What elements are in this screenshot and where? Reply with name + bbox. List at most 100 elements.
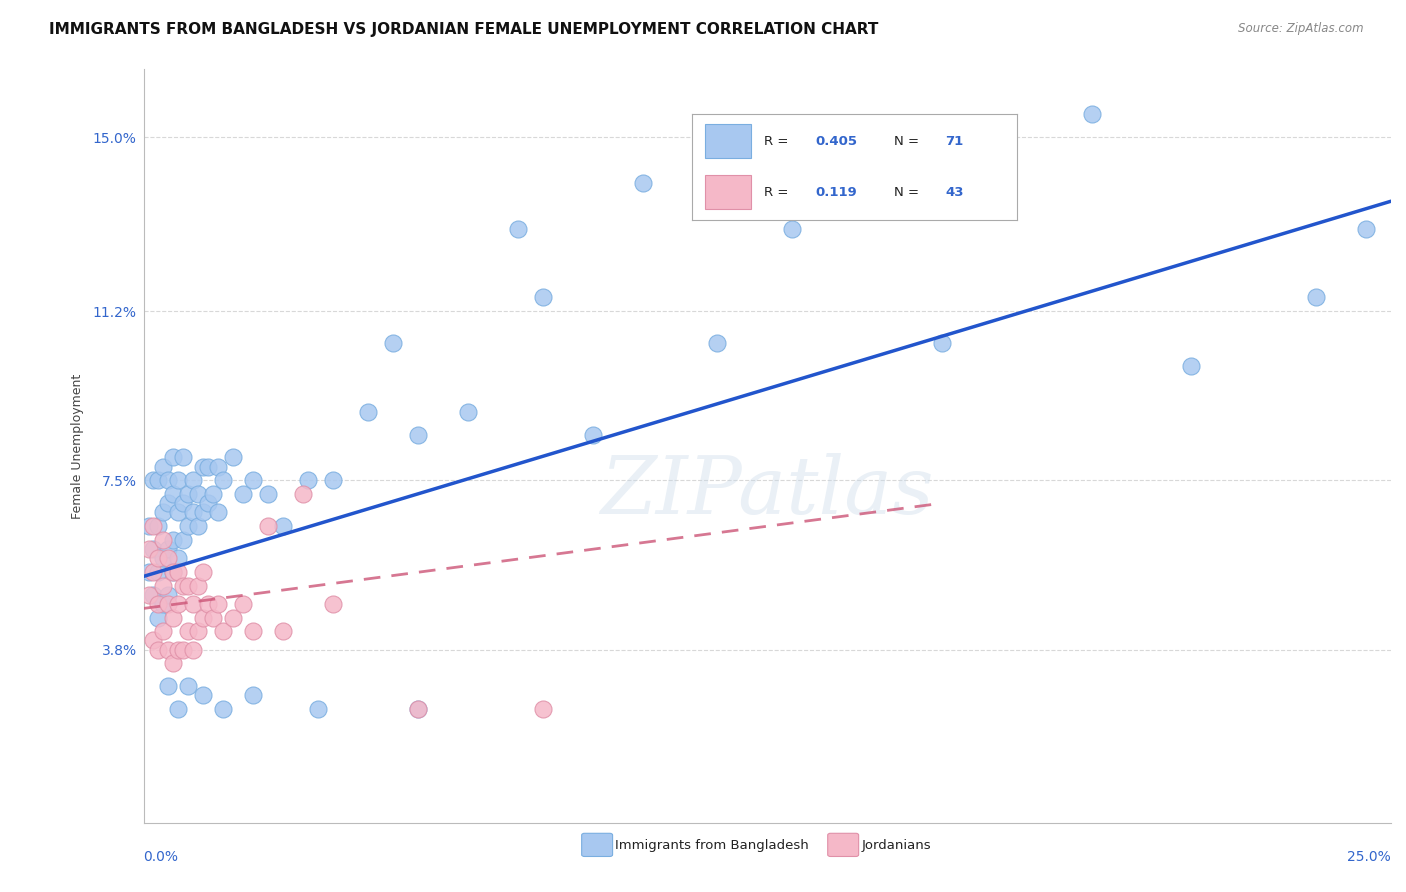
Text: Immigrants from Bangladesh: Immigrants from Bangladesh — [616, 839, 810, 852]
Point — [138, 588, 160, 602]
Point — [193, 505, 215, 519]
Point — [177, 624, 200, 639]
Point — [148, 519, 170, 533]
Point — [531, 290, 554, 304]
Point — [157, 551, 180, 566]
Point — [307, 702, 329, 716]
Point — [531, 702, 554, 716]
Point — [406, 702, 429, 716]
Point — [152, 597, 174, 611]
Point — [197, 496, 219, 510]
Point — [167, 597, 190, 611]
Point — [167, 565, 190, 579]
Point — [172, 642, 194, 657]
Point — [207, 505, 229, 519]
Point — [242, 624, 264, 639]
Point — [197, 597, 219, 611]
Point — [242, 689, 264, 703]
Point — [1355, 221, 1378, 235]
Point — [581, 427, 603, 442]
Point — [1305, 290, 1327, 304]
Point — [506, 221, 529, 235]
Point — [183, 473, 205, 487]
Point — [167, 702, 190, 716]
Point — [222, 610, 245, 624]
Point — [138, 541, 160, 556]
Point — [197, 459, 219, 474]
Point — [193, 565, 215, 579]
Point — [162, 565, 184, 579]
Point — [187, 487, 209, 501]
Text: ZIPatlas: ZIPatlas — [600, 452, 934, 530]
Point — [148, 597, 170, 611]
Point — [406, 702, 429, 716]
Point — [148, 551, 170, 566]
Point — [271, 624, 294, 639]
Point — [187, 519, 209, 533]
Point — [183, 597, 205, 611]
Point — [357, 405, 380, 419]
Point — [187, 578, 209, 592]
Point — [142, 565, 165, 579]
Point — [142, 541, 165, 556]
Point — [631, 176, 654, 190]
Point — [148, 565, 170, 579]
Point — [157, 642, 180, 657]
Point — [157, 496, 180, 510]
Point — [257, 487, 280, 501]
Point — [167, 551, 190, 566]
Point — [183, 505, 205, 519]
Point — [322, 597, 344, 611]
Text: 0.0%: 0.0% — [143, 850, 179, 864]
Point — [931, 336, 953, 351]
Point — [212, 624, 235, 639]
Text: Source: ZipAtlas.com: Source: ZipAtlas.com — [1239, 22, 1364, 36]
Point — [193, 689, 215, 703]
Point — [142, 473, 165, 487]
Point — [162, 610, 184, 624]
Point — [406, 427, 429, 442]
Point — [142, 633, 165, 648]
Point — [242, 473, 264, 487]
Text: Jordanians: Jordanians — [862, 839, 931, 852]
Point — [207, 597, 229, 611]
Point — [212, 702, 235, 716]
Point — [167, 505, 190, 519]
Point — [162, 565, 184, 579]
Point — [162, 533, 184, 547]
Text: IMMIGRANTS FROM BANGLADESH VS JORDANIAN FEMALE UNEMPLOYMENT CORRELATION CHART: IMMIGRANTS FROM BANGLADESH VS JORDANIAN … — [49, 22, 879, 37]
Point — [157, 541, 180, 556]
Point — [162, 657, 184, 671]
Text: 25.0%: 25.0% — [1347, 850, 1391, 864]
Point — [152, 578, 174, 592]
Point — [1080, 107, 1102, 121]
Point — [157, 588, 180, 602]
Point — [1180, 359, 1202, 373]
Point — [232, 597, 254, 611]
Point — [157, 473, 180, 487]
Point — [172, 533, 194, 547]
Point — [157, 679, 180, 693]
Point — [232, 487, 254, 501]
Point — [148, 610, 170, 624]
Point — [152, 533, 174, 547]
Point — [152, 624, 174, 639]
Point — [172, 496, 194, 510]
Point — [138, 565, 160, 579]
Point — [142, 519, 165, 533]
Point — [152, 551, 174, 566]
Point — [157, 597, 180, 611]
Point — [322, 473, 344, 487]
Point — [177, 487, 200, 501]
Point — [142, 588, 165, 602]
Point — [257, 519, 280, 533]
Point — [152, 459, 174, 474]
Point — [172, 578, 194, 592]
Point — [297, 473, 319, 487]
Point — [457, 405, 479, 419]
Point — [706, 336, 728, 351]
Point — [222, 450, 245, 465]
Point — [193, 459, 215, 474]
Point — [780, 221, 803, 235]
Point — [138, 519, 160, 533]
